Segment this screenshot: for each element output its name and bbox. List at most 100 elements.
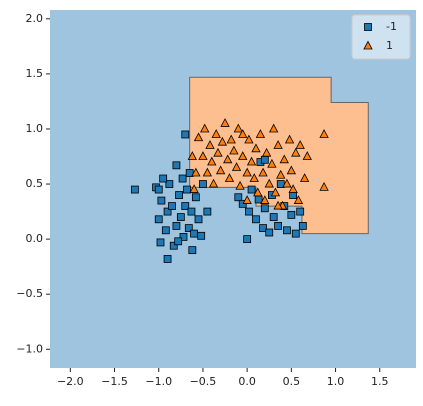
square-point (175, 191, 183, 199)
square-point (184, 224, 193, 233)
triangle-point (213, 147, 223, 157)
y-tick-label: 1.0 (26, 122, 44, 135)
triangle-point (288, 184, 298, 193)
square-point (197, 231, 206, 240)
triangle-point (205, 140, 215, 149)
triangle-point (224, 173, 235, 182)
triangle-point (276, 169, 286, 179)
y-tick-label: 0.0 (26, 232, 44, 245)
triangle-point (220, 118, 230, 127)
square-point (183, 185, 191, 194)
y-tick-label: 1.5 (26, 67, 44, 80)
legend-label: 1 (386, 39, 393, 52)
square-point (130, 185, 139, 194)
square-point (161, 226, 170, 235)
triangle-point (286, 165, 297, 175)
square-point (174, 237, 183, 246)
x-tick-label: 0.0 (238, 375, 256, 388)
triangle-point (233, 123, 243, 133)
triangle-point (273, 200, 283, 210)
triangle-point (253, 187, 263, 197)
triangle-point (268, 123, 279, 133)
square-point (265, 228, 274, 237)
triangle-point (246, 156, 257, 166)
legend-box (351, 14, 411, 60)
square-point (165, 180, 174, 188)
square-point (172, 161, 181, 170)
square-point (181, 130, 190, 139)
triangle-point (299, 173, 310, 182)
triangle-point (279, 154, 289, 164)
square-point (234, 193, 243, 202)
triangle-point (255, 129, 266, 138)
square-point (245, 207, 253, 216)
square-point (254, 195, 263, 204)
triangle-point (226, 134, 236, 144)
triangle-point (242, 167, 252, 177)
square-point (176, 213, 185, 221)
square-point (169, 241, 178, 250)
triangle-point (229, 145, 239, 155)
triangle-point (273, 140, 283, 149)
triangle-point (295, 140, 305, 149)
triangle-point (291, 147, 301, 157)
square-point (178, 174, 187, 183)
square-point (298, 222, 307, 230)
square-point (172, 222, 181, 230)
triangle-point (238, 129, 248, 138)
triangle-point (191, 167, 201, 177)
square-point (168, 202, 176, 210)
triangle-point (231, 162, 242, 171)
square-point (163, 207, 172, 216)
x-tick-label: −1.5 (101, 375, 128, 388)
square-point (154, 185, 163, 194)
triangle-point (284, 134, 295, 144)
x-tick-label: 0.5 (283, 375, 301, 388)
square-point (252, 215, 260, 224)
square-point (163, 255, 172, 263)
square-point (199, 180, 207, 188)
legend-marker (364, 23, 372, 31)
triangle-point (302, 151, 312, 160)
square-point (179, 233, 188, 241)
triangle-point (208, 178, 219, 188)
triangle-point (189, 184, 199, 193)
square-point (190, 229, 199, 238)
square-point (156, 238, 165, 247)
square-point (296, 207, 305, 216)
y-tick-label: −1.0 (16, 342, 43, 355)
triangle-point (260, 195, 270, 204)
y-tick-label: 0.5 (26, 177, 44, 190)
x-tick-label: −1.0 (145, 375, 172, 388)
square-point (247, 185, 256, 194)
y-tick-label: 2.0 (26, 12, 44, 25)
triangle-point (267, 158, 277, 168)
triangle-point (193, 132, 204, 142)
triangle-point (187, 151, 197, 160)
square-point (191, 193, 200, 202)
legend-marker (363, 40, 373, 50)
square-point (187, 207, 196, 216)
triangle-point (207, 156, 217, 166)
x-tick-label: −2.0 (57, 375, 84, 388)
triangle-point (202, 167, 213, 177)
x-tick-label: −0.5 (190, 375, 217, 388)
square-point (243, 235, 252, 244)
legend-label: -1 (386, 20, 397, 33)
triangle-point (215, 165, 226, 175)
triangle-point (319, 181, 329, 191)
square-point (159, 174, 168, 183)
triangle-point (251, 143, 261, 153)
square-point (260, 204, 269, 213)
square-point (287, 210, 296, 219)
triangle-point (249, 173, 259, 182)
triangle-point (319, 129, 329, 138)
decision-region (189, 76, 369, 235)
triangle-point (242, 195, 252, 204)
triangle-point (270, 187, 281, 197)
triangle-point (235, 180, 245, 190)
square-point (269, 213, 278, 221)
triangle-point (211, 129, 221, 138)
triangle-point (198, 151, 208, 160)
